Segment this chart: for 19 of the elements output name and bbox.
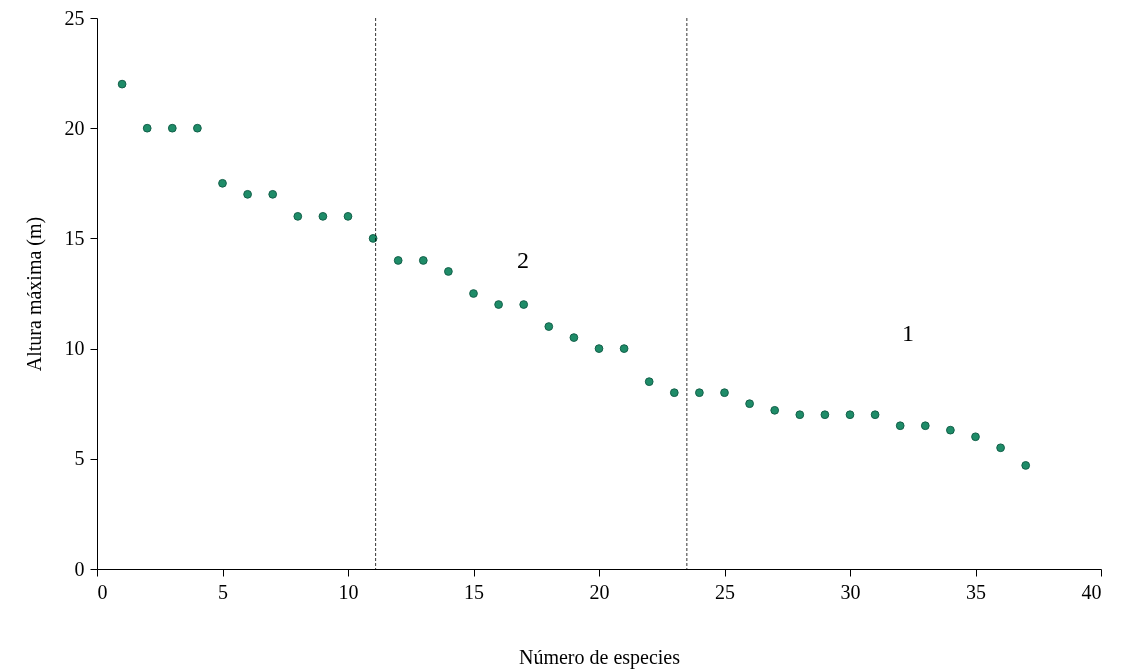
x-axis-title: Número de especies	[518, 645, 681, 669]
x-tick-label: 20	[589, 580, 610, 603]
x-tick-label: 0	[97, 580, 108, 603]
x-tick-label: 30	[840, 580, 861, 603]
x-tick-label: 5	[218, 580, 228, 603]
annotation: 2	[517, 247, 529, 273]
x-tick-label: 10	[338, 580, 359, 603]
x-tick-label: 40	[1081, 580, 1102, 603]
y-axis-title: Altura máxima (m)	[22, 216, 46, 372]
y-tick-label: 10	[64, 337, 85, 360]
y-tick-label: 15	[64, 226, 85, 249]
x-tick-label: 35	[966, 580, 986, 603]
x-tick-label: 25	[715, 580, 735, 603]
annotation: 1	[902, 320, 914, 346]
x-tick-label: 15	[464, 580, 484, 603]
y-tick-label: 0	[74, 557, 85, 580]
y-tick-label: 25	[64, 6, 85, 29]
y-tick-label: 5	[74, 447, 85, 470]
y-tick-label: 20	[64, 116, 85, 139]
